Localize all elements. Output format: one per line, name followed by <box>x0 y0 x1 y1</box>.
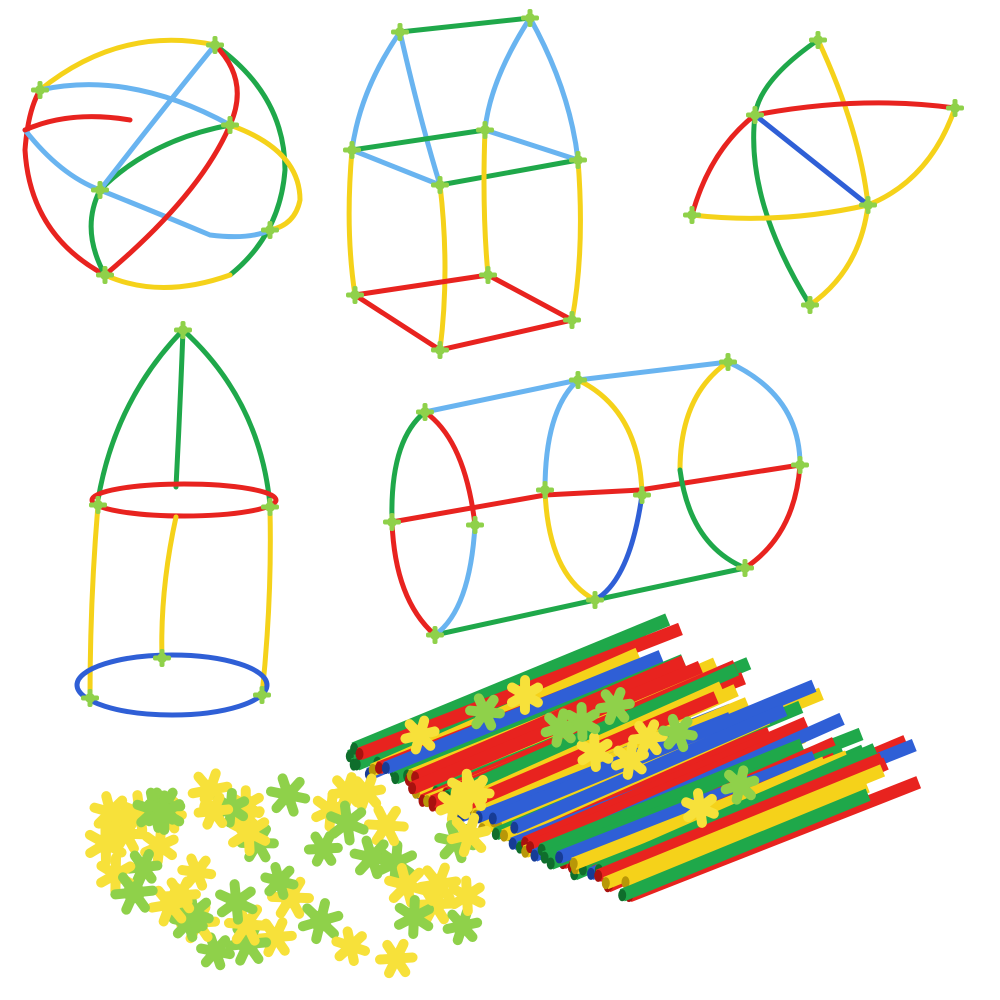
connector-pile-icon <box>74 761 502 987</box>
straw-end <box>594 870 602 882</box>
straw-end <box>391 772 399 784</box>
straw-end <box>353 758 361 770</box>
straw-end <box>500 830 508 842</box>
straw-pile-icon <box>346 620 919 903</box>
cross-frame-model-icon <box>683 31 964 314</box>
connector-piece <box>257 764 320 827</box>
straw-end <box>618 889 626 901</box>
straw-end <box>428 796 436 808</box>
straw-end <box>587 868 595 880</box>
straw-end <box>489 813 497 825</box>
straw-end <box>531 850 539 862</box>
straw-end <box>510 822 518 834</box>
straw-end <box>555 851 563 863</box>
rocket-model-icon <box>77 321 279 715</box>
straw-end <box>570 858 578 870</box>
connector-piece <box>368 930 424 987</box>
straw-end <box>509 838 517 850</box>
straw-end <box>356 748 364 760</box>
straw-end <box>408 782 416 794</box>
straw-end <box>547 858 555 870</box>
sphere-model-icon <box>25 36 300 288</box>
straw-end <box>382 762 390 774</box>
house-model-icon <box>343 9 587 359</box>
straw-end <box>492 828 500 840</box>
straw-end <box>602 877 610 889</box>
tunnel-model-icon <box>383 353 809 644</box>
